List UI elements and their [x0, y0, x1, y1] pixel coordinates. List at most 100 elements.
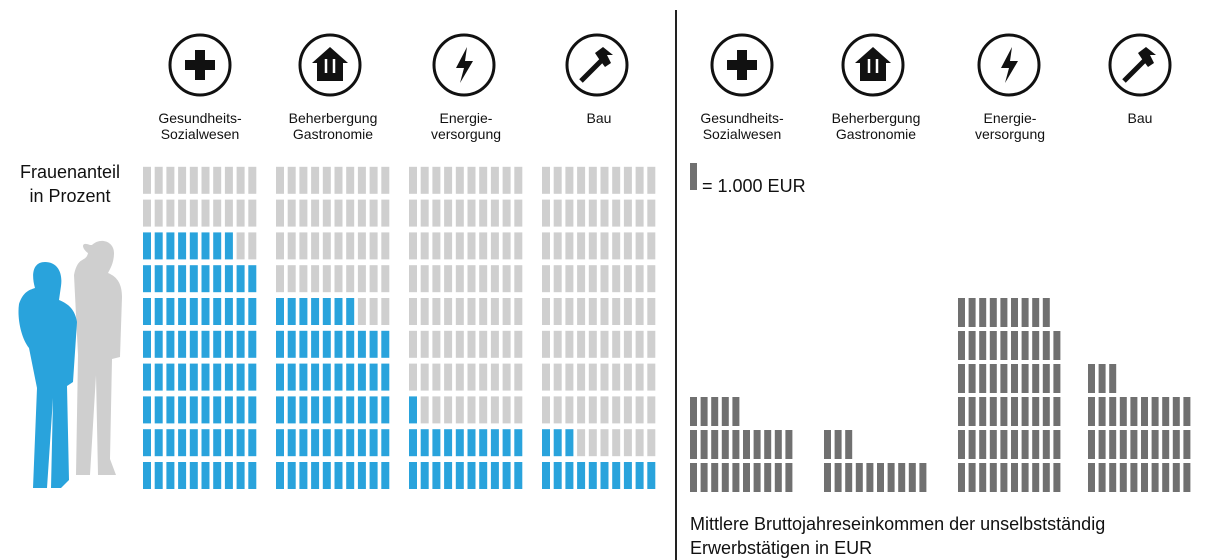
unit-bar — [1032, 364, 1039, 393]
waffle-cell — [213, 331, 221, 358]
unit-bar — [722, 397, 729, 426]
waffle-cell — [335, 364, 343, 391]
empty-cell — [624, 298, 632, 325]
waffle-cell — [143, 462, 151, 489]
waffle-cell — [237, 364, 245, 391]
empty-cell — [542, 331, 550, 358]
empty-cell — [565, 232, 573, 259]
category-label: Beherbergung Gastronomie — [811, 110, 941, 142]
waffle-cell — [288, 298, 296, 325]
waffle-cell — [288, 462, 296, 489]
unit-bar — [690, 463, 697, 492]
empty-cell — [612, 331, 620, 358]
unit-bar — [690, 430, 697, 459]
empty-cell — [514, 167, 522, 194]
waffle-cell — [346, 331, 354, 358]
empty-cell — [381, 265, 389, 292]
unit-bar — [1043, 463, 1050, 492]
waffle-cell — [381, 429, 389, 456]
chart — [0, 0, 1206, 560]
unit-bar — [1043, 298, 1050, 327]
empty-cell — [311, 167, 319, 194]
empty-cell — [636, 232, 644, 259]
empty-cell — [456, 265, 464, 292]
empty-cell — [589, 396, 597, 423]
empty-cell — [589, 298, 597, 325]
unit-bar — [1022, 331, 1029, 360]
empty-cell — [468, 265, 476, 292]
empty-cell — [166, 200, 174, 227]
empty-cell — [421, 232, 429, 259]
unit-bar — [732, 463, 739, 492]
empty-cell — [601, 331, 609, 358]
unit-bar — [1043, 430, 1050, 459]
waffle-cell — [381, 331, 389, 358]
unit-bar — [1043, 331, 1050, 360]
waffle-cell — [202, 232, 210, 259]
empty-cell — [514, 364, 522, 391]
unit-bar — [690, 397, 697, 426]
empty-cell — [213, 167, 221, 194]
empty-cell — [276, 200, 284, 227]
unit-bar — [990, 331, 997, 360]
waffle-cell — [335, 429, 343, 456]
empty-cell — [554, 265, 562, 292]
waffle-cell — [346, 298, 354, 325]
waffle-cell — [432, 429, 440, 456]
empty-cell — [491, 265, 499, 292]
empty-cell — [577, 232, 585, 259]
waffle-cell — [190, 298, 198, 325]
empty-cell — [444, 396, 452, 423]
empty-cell — [276, 232, 284, 259]
empty-cell — [421, 265, 429, 292]
empty-cell — [409, 200, 417, 227]
waffle-cell — [225, 232, 233, 259]
unit-bar — [1130, 430, 1137, 459]
empty-cell — [370, 167, 378, 194]
waffle-cell — [299, 298, 307, 325]
unit-bar — [1088, 397, 1095, 426]
unit-bar — [1152, 397, 1159, 426]
waffle-cell — [166, 298, 174, 325]
waffle-cell — [178, 232, 186, 259]
empty-cell — [647, 232, 655, 259]
empty-cell — [335, 167, 343, 194]
waffle-cell — [542, 462, 550, 489]
empty-cell — [491, 298, 499, 325]
empty-cell — [647, 298, 655, 325]
empty-cell — [542, 200, 550, 227]
empty-cell — [601, 167, 609, 194]
unit-bar — [785, 430, 792, 459]
waffle-cell — [202, 298, 210, 325]
unit-bar — [1109, 397, 1116, 426]
waffle-cell — [166, 429, 174, 456]
empty-cell — [288, 167, 296, 194]
unit-bar — [1173, 430, 1180, 459]
waffle-cell — [225, 331, 233, 358]
empty-cell — [589, 331, 597, 358]
empty-cell — [636, 200, 644, 227]
unit-bar — [1053, 463, 1060, 492]
empty-cell — [479, 364, 487, 391]
unit-key — [690, 163, 697, 190]
waffle-cell — [225, 429, 233, 456]
unit-bar — [1032, 397, 1039, 426]
waffle-cell — [299, 331, 307, 358]
unit-bar — [958, 430, 965, 459]
empty-cell — [237, 232, 245, 259]
empty-cell — [409, 298, 417, 325]
waffle-cell — [409, 396, 417, 423]
unit-bar — [722, 463, 729, 492]
silhouettes — [18, 241, 122, 488]
unit-bar — [1162, 430, 1169, 459]
unit-bar — [1183, 463, 1190, 492]
waffle-cell — [202, 265, 210, 292]
empty-cell — [479, 298, 487, 325]
empty-cell — [456, 167, 464, 194]
unit-bar — [990, 430, 997, 459]
empty-cell — [624, 232, 632, 259]
empty-cell — [624, 167, 632, 194]
empty-cell — [155, 200, 163, 227]
empty-cell — [554, 232, 562, 259]
empty-cell — [456, 396, 464, 423]
